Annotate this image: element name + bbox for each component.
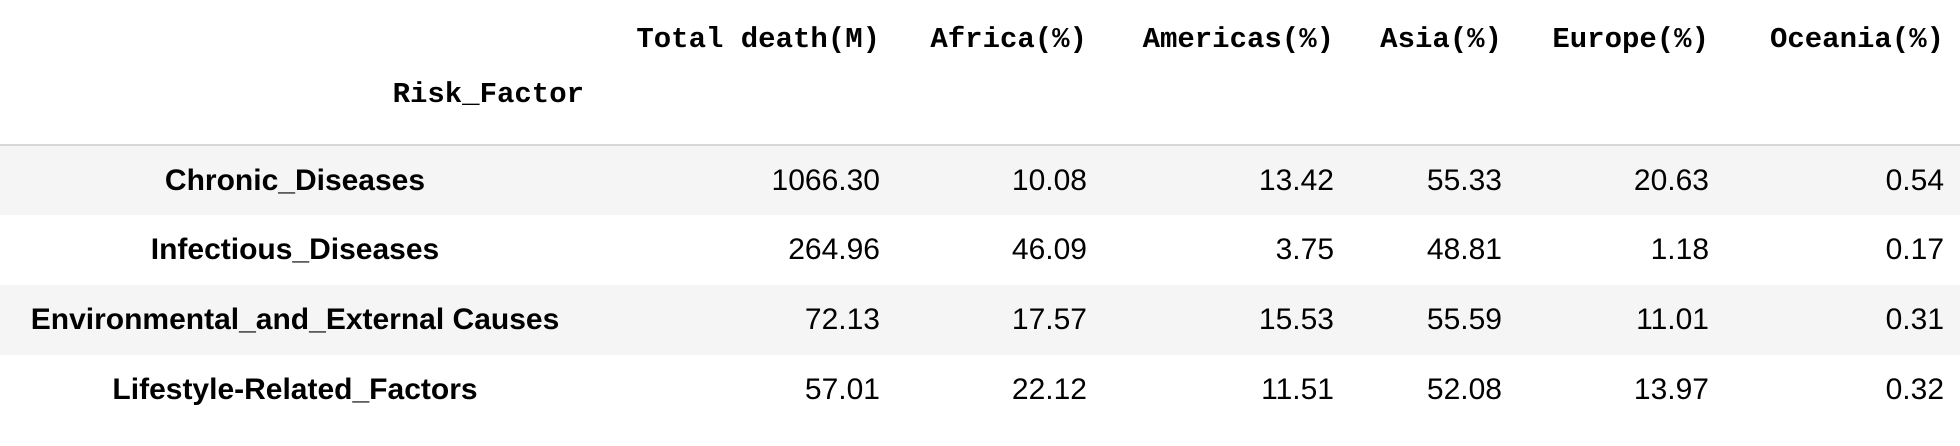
table-body: Chronic_Diseases 1066.30 10.08 13.42 55.… <box>0 145 1960 425</box>
table-cell: 1.18 <box>1650 233 1709 266</box>
index-row-blank-cell <box>1725 78 1960 146</box>
table-cell: 264.96 <box>788 233 880 266</box>
table-row: Lifestyle-Related_Factors 57.01 22.12 11… <box>0 355 1960 425</box>
header-corner-cell <box>0 0 590 78</box>
table-cell: 1066.30 <box>771 163 880 197</box>
table-cell: 3.75 <box>1275 233 1334 266</box>
table-cell: 15.53 <box>1258 303 1334 336</box>
table-cell: 17.57 <box>1011 303 1087 336</box>
table-cell: 13.97 <box>1633 373 1709 406</box>
column-header-oceania: Oceania(%) <box>1769 22 1944 56</box>
table-cell: 0.32 <box>1885 373 1944 406</box>
table-cell: 10.08 <box>1011 163 1087 197</box>
table-cell: 55.59 <box>1426 303 1502 336</box>
row-label: Chronic_Diseases <box>164 163 426 197</box>
table-header: Total death(M) Africa(%) Americas(%) Asi… <box>0 0 1960 146</box>
table-cell: 55.33 <box>1426 163 1502 197</box>
index-name-header: Risk_Factor <box>0 78 590 146</box>
table-cell: 22.12 <box>1011 373 1087 406</box>
table-cell: 0.17 <box>1885 233 1944 266</box>
row-label: Lifestyle-Related_Factors <box>112 373 478 406</box>
column-header-americas: Americas(%) <box>1142 22 1334 56</box>
table-cell: 0.31 <box>1885 303 1944 336</box>
dataframe-table: Total death(M) Africa(%) Americas(%) Asi… <box>0 0 1960 425</box>
index-name-row: Risk_Factor <box>0 78 1960 146</box>
table-cell: 11.51 <box>1261 373 1334 406</box>
table-cell: 48.81 <box>1426 233 1502 266</box>
index-row-blank-cell <box>590 78 896 146</box>
table-cell: 57.01 <box>804 373 880 406</box>
table-cell: 11.01 <box>1636 303 1709 336</box>
column-header-europe: Europe(%) <box>1552 22 1709 56</box>
index-row-blank-cell <box>1103 78 1350 146</box>
table-cell: 13.42 <box>1258 163 1334 197</box>
table-cell: 0.54 <box>1885 163 1944 197</box>
column-header-total-death: Total death(M) <box>636 22 880 56</box>
column-header-africa: Africa(%) <box>930 22 1087 56</box>
row-label: Infectious_Diseases <box>150 233 440 266</box>
table-cell: 72.13 <box>804 303 880 336</box>
table-cell: 46.09 <box>1011 233 1087 266</box>
table-row: Environmental_and_External Causes 72.13 … <box>0 285 1960 355</box>
table-cell: 52.08 <box>1426 373 1502 406</box>
row-label: Environmental_and_External Causes <box>30 303 560 336</box>
column-header-row: Total death(M) Africa(%) Americas(%) Asi… <box>0 0 1960 78</box>
table-cell: 20.63 <box>1633 163 1709 197</box>
table-row: Infectious_Diseases 264.96 46.09 3.75 48… <box>0 215 1960 285</box>
table-row: Chronic_Diseases 1066.30 10.08 13.42 55.… <box>0 145 1960 215</box>
index-row-blank-cell <box>1350 78 1518 146</box>
column-header-asia: Asia(%) <box>1380 22 1502 56</box>
index-row-blank-cell <box>1518 78 1725 146</box>
index-row-blank-cell <box>896 78 1103 146</box>
